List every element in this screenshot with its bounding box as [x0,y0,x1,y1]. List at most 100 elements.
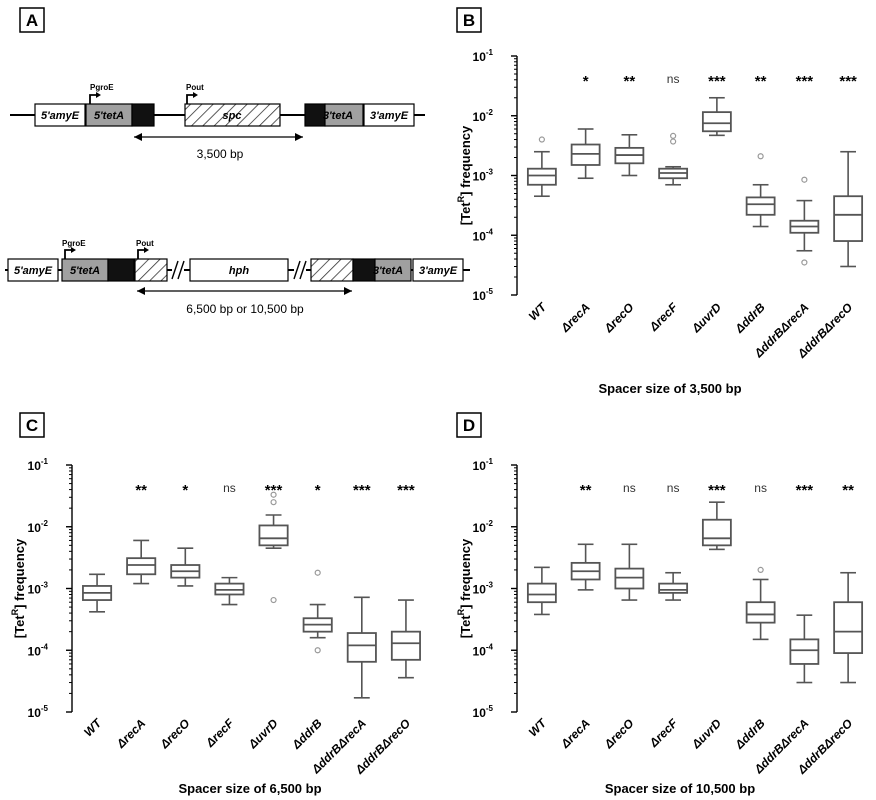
panel-label-C: C [19,412,45,438]
y-tick-label: 10-4 [28,642,49,658]
significance-label: ** [580,482,592,499]
y-tick-exponent: -1 [41,457,49,466]
box-plot-7 [346,596,377,699]
significance-label: *** [708,482,726,499]
box-plot-6 [745,566,776,641]
significance-label: *** [353,482,371,499]
promoter-out-label: Pout [186,83,204,92]
box-plot-3 [170,547,201,587]
break-mark-left [171,260,185,280]
y-tick-exponent: -1 [486,48,494,57]
amyE5-box [34,103,86,127]
category-label: ΔddrB [732,300,768,336]
panel-label-B: B [456,7,482,33]
box-iqr [745,601,776,624]
box-plot-6 [745,153,776,228]
amyE5-box-b [7,258,59,282]
box-plot-5 [258,491,289,604]
significance-label: ns [223,481,236,495]
box-plot-5 [701,501,732,551]
y-tick-exponent: -2 [486,108,494,117]
significance-label: * [583,73,589,90]
box-plot-2 [126,539,157,585]
amyE5-label-b: 5'amyE [14,265,53,277]
panel-label-A: A [19,7,45,33]
significance-label: ** [624,73,636,90]
box-iqr [833,195,864,242]
significance-label: ns [667,72,680,86]
y-tick-exponent: -2 [486,519,494,528]
svg-text:D: D [463,416,475,435]
box-iqr [526,167,557,186]
tetA3-black-b [352,258,376,282]
y-axis-label-part: ] frequency [458,125,473,196]
significance-label: ** [842,482,854,499]
y-tick-label: 10-1 [28,457,49,473]
box-plot-8 [833,150,864,268]
construct-bottom: 5'amyE 5'tetA hph 3'tetA 3'amyE PgroE Po… [5,239,470,316]
box-plot-3 [614,133,645,177]
tetA3-label-b: 3'tetA [373,265,403,277]
y-axis-label: [TetR] frequency [10,538,27,638]
box-iqr [526,582,557,604]
category-label: ΔrecF [202,716,237,751]
box-plot-7 [789,176,820,266]
y-axis-label-sup: R [456,195,466,202]
box-iqr [789,638,820,665]
outlier-point [270,491,277,498]
outlier-point [314,647,321,654]
amyE3-box-b [412,258,464,282]
y-axis-label-part: [Tet [458,202,473,226]
y-tick-exponent: -4 [41,642,49,651]
y-axis-label-part: ] frequency [458,538,473,609]
y-tick-label: 10-4 [473,642,494,658]
category-label: WT [81,715,105,739]
y-axis-label-sup: R [456,608,466,615]
outlier-point [801,176,808,183]
category-label: WT [526,715,550,739]
y-tick-label: 10-5 [28,704,49,720]
y-axis-label-part: [Tet [458,615,473,639]
y-tick-exponent: -4 [486,642,494,651]
significance-label: *** [796,482,814,499]
category-label: ΔuvrD [688,716,724,752]
category-label: ΔrecO [601,300,637,336]
box-iqr [614,567,645,590]
box-plot-2 [570,543,601,591]
y-tick-label: 10-2 [473,519,494,535]
box-iqr [126,557,157,576]
svg-text:B: B [463,11,475,30]
panel-label-D: D [456,412,482,438]
y-tick-label: 10-2 [473,108,494,124]
promoter-groE-label: PgroE [90,83,114,92]
spc-label: spc [223,110,242,122]
significance-label: * [182,482,188,499]
tetA3-box [324,103,364,127]
y-tick-exponent: -3 [486,168,494,177]
significance-label: ns [623,481,636,495]
amyE3-label: 3'amyE [370,110,409,122]
box-plot-4 [658,571,689,601]
spacer-size-bottom: 6,500 bp or 10,500 bp [186,302,304,316]
category-label: ΔrecF [646,300,681,335]
category-label: WT [526,299,550,323]
spacer-size-top: 3,500 bp [197,147,244,161]
y-tick-exponent: -5 [486,704,494,713]
box-plot-4 [214,576,245,606]
outlier-point [270,596,277,604]
box-plot-8 [833,571,864,684]
category-label: ΔrecO [157,716,193,752]
box-plot-6 [302,569,333,654]
y-tick-label: 10-3 [28,581,49,597]
outlier-point [801,259,808,266]
box-plot-8 [390,599,421,679]
outlier-point [757,153,764,160]
y-tick-exponent: -5 [41,704,49,713]
chart-title: Spacer size of 10,500 bp [605,781,755,796]
spc-box [184,103,281,127]
tetA3-box-b [374,258,412,282]
y-tick-label: 10-4 [473,227,494,243]
chart-panel-C: 10-510-410-310-210-1[TetR] frequencyWT**… [10,457,421,796]
significance-label: ns [667,481,680,495]
